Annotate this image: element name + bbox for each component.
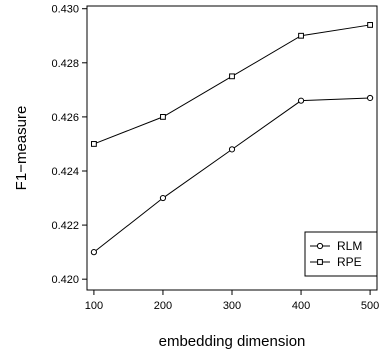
x-tick-label: 500	[361, 300, 379, 312]
y-tick-label: 0.424	[51, 166, 79, 178]
y-axis-label: F1−measure	[13, 106, 30, 191]
data-point-rpe	[229, 73, 235, 80]
series-rpe	[91, 22, 373, 147]
data-point-rlm	[159, 194, 167, 202]
series-line-rpe	[93, 24, 371, 145]
series-layer	[90, 22, 374, 256]
y-tick-label: 0.428	[51, 58, 79, 70]
data-point-rpe	[160, 113, 166, 120]
data-point-rpe	[367, 22, 373, 28]
legend-item-rlm: RLM	[310, 239, 362, 253]
x-tick-label: 100	[85, 300, 103, 312]
series-rlm	[90, 94, 374, 256]
x-axis: 100 200 300 400 500	[85, 290, 379, 312]
x-tick-label: 400	[292, 300, 310, 312]
legend-label: RPE	[337, 255, 362, 269]
legend-box	[304, 231, 378, 277]
data-point-rlm	[297, 97, 305, 104]
legend-marker	[316, 242, 324, 250]
legend: RLM RPE	[304, 231, 378, 277]
y-tick-label: 0.422	[51, 220, 79, 232]
data-point-rlm	[90, 249, 98, 256]
x-tick-label: 200	[154, 300, 172, 312]
series-line-rlm	[93, 97, 371, 253]
y-tick-label: 0.420	[51, 274, 79, 286]
data-point-rlm	[228, 146, 236, 153]
y-tick-label: 0.430	[51, 4, 79, 16]
legend-label: RLM	[337, 239, 362, 253]
legend-item-rpe: RPE	[310, 255, 362, 269]
data-point-rpe	[298, 32, 304, 39]
y-axis: 0.420 0.422 0.424 0.426 0.428 0.430	[51, 4, 87, 286]
x-axis-label: embedding dimension	[159, 333, 306, 350]
data-point-rpe	[91, 141, 97, 147]
legend-marker	[317, 259, 323, 265]
y-tick-label: 0.426	[51, 112, 79, 124]
x-tick-label: 300	[223, 300, 241, 312]
data-point-rlm	[366, 94, 374, 102]
